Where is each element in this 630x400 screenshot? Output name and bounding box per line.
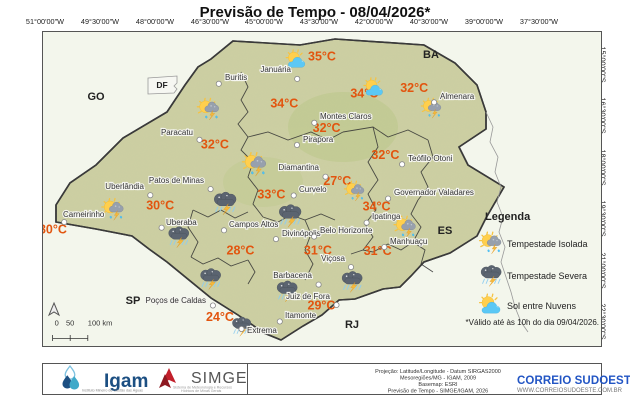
svg-text:Legenda: Legenda — [485, 211, 531, 223]
svg-text:Mesoregiões/MG - IGAM, 2009: Mesoregiões/MG - IGAM, 2009 — [399, 375, 475, 381]
svg-text:Previsão de Tempo - SIMGE/IGAM: Previsão de Tempo - SIMGE/IGAM, 2026 — [387, 388, 487, 394]
svg-text:100 km: 100 km — [88, 319, 113, 328]
svg-text:Buritis: Buritis — [225, 73, 247, 82]
svg-text:32°C: 32°C — [400, 81, 428, 95]
svg-text:33°C: 33°C — [257, 187, 285, 201]
svg-text:Montes Claros: Montes Claros — [320, 112, 372, 121]
svg-text:Carneirinho: Carneirinho — [63, 210, 105, 219]
svg-text:Uberaba: Uberaba — [166, 218, 197, 227]
svg-text:Extrema: Extrema — [247, 326, 277, 335]
svg-text:24°C: 24°C — [206, 310, 234, 324]
svg-text:GO: GO — [87, 91, 105, 103]
svg-text:Uberlândia: Uberlândia — [105, 182, 144, 191]
svg-text:Almenara: Almenara — [440, 92, 475, 101]
svg-text:Pirapora: Pirapora — [303, 135, 334, 144]
svg-text:RJ: RJ — [345, 319, 359, 331]
svg-text:34°C: 34°C — [270, 97, 298, 111]
svg-text:SP: SP — [126, 295, 141, 307]
svg-text:Curvelo: Curvelo — [299, 185, 327, 194]
svg-text:Hídricos de Minas Gerais: Hídricos de Minas Gerais — [181, 389, 222, 393]
svg-text:DF: DF — [156, 80, 167, 90]
svg-text:Poços de Caldas: Poços de Caldas — [146, 296, 206, 305]
svg-text:50: 50 — [66, 319, 74, 328]
svg-text:Itamonte: Itamonte — [285, 311, 317, 320]
svg-text:Januária: Januária — [260, 65, 291, 74]
svg-text:35°C: 35°C — [308, 49, 336, 63]
svg-text:Instituto Mineiro de Gestão da: Instituto Mineiro de Gestão das Águas — [82, 388, 143, 392]
svg-text:Paracatu: Paracatu — [161, 128, 193, 137]
svg-text:Tempestade Isolada: Tempestade Isolada — [507, 239, 588, 249]
svg-text:Sol entre Nuvens: Sol entre Nuvens — [507, 301, 577, 311]
svg-text:*Válido até às 10h do dia 09/0: *Válido até às 10h do dia 09/04/2026. — [466, 318, 599, 327]
svg-text:Projeção: Latitude/Longitude -: Projeção: Latitude/Longitude - Datum SIR… — [375, 369, 501, 375]
svg-text:Manhuaçu: Manhuaçu — [390, 237, 427, 246]
svg-text:Viçosa: Viçosa — [321, 254, 345, 263]
svg-text:Barbacena: Barbacena — [273, 271, 312, 280]
svg-text:BA: BA — [423, 49, 439, 61]
svg-text:Juiz de Fora: Juiz de Fora — [286, 292, 331, 301]
svg-text:Tempestade Severa: Tempestade Severa — [507, 271, 587, 281]
svg-text:Patos de Minas: Patos de Minas — [149, 176, 204, 185]
svg-text:Belo Horizonte: Belo Horizonte — [320, 226, 373, 235]
svg-text:ES: ES — [438, 225, 453, 237]
svg-text:Governador Valadares: Governador Valadares — [394, 188, 474, 197]
svg-text:Campos Altos: Campos Altos — [229, 220, 278, 229]
svg-text:32°C: 32°C — [371, 148, 399, 162]
svg-text:Diamantina: Diamantina — [279, 163, 320, 172]
svg-text:31°C: 31°C — [364, 244, 392, 258]
svg-text:30°C: 30°C — [146, 198, 174, 212]
svg-text:Ipatinga: Ipatinga — [372, 212, 401, 221]
svg-text:32°C: 32°C — [201, 137, 229, 151]
svg-text:SIMGE: SIMGE — [191, 370, 248, 387]
svg-text:28°C: 28°C — [227, 243, 255, 257]
svg-text:0: 0 — [55, 319, 59, 328]
svg-text:Basemap: ESRI: Basemap: ESRI — [418, 382, 458, 388]
svg-text:Teófilo Otoni: Teófilo Otoni — [408, 154, 453, 163]
